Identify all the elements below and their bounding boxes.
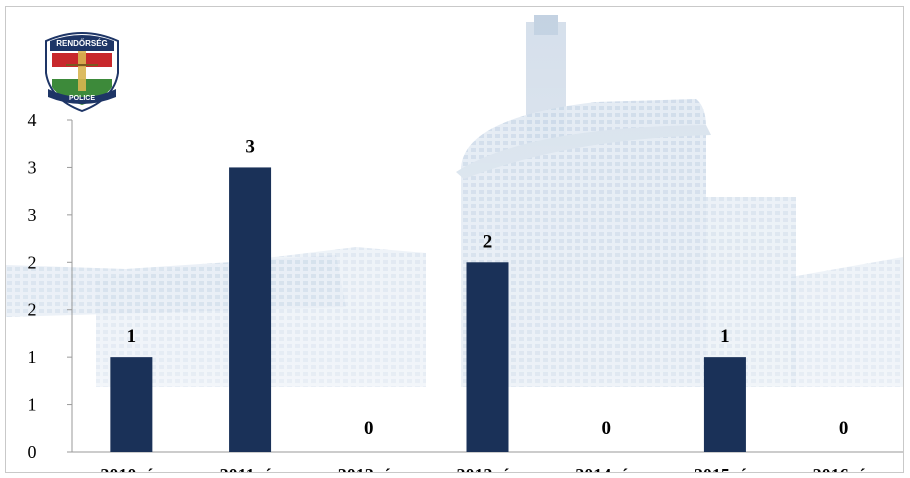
y-tick-label: 3 [28, 157, 37, 177]
y-tick-label: 1 [28, 395, 37, 415]
bar [703, 357, 746, 452]
data-label: 1 [720, 326, 730, 347]
data-label: 0 [601, 418, 611, 439]
y-tick-label: 2 [28, 300, 37, 320]
data-label: 0 [364, 418, 374, 439]
x-tick-label: 2015. év [694, 465, 756, 472]
y-tick-label: 2 [28, 252, 37, 272]
y-tick-label: 4 [28, 110, 37, 130]
logo-top-text: RENDŐRSÉG [56, 39, 108, 48]
police-badge-logo: RENDŐRSÉG POLICE [45, 32, 119, 113]
data-label: 2 [483, 231, 493, 252]
y-tick-label: 1 [28, 347, 37, 367]
x-tick-label: 2012. év [338, 465, 400, 472]
x-tick-label: 2014. év [575, 465, 637, 472]
data-label: 1 [127, 326, 137, 347]
data-label: 3 [245, 136, 255, 157]
bar [110, 357, 153, 452]
background-building-watermark [6, 7, 903, 472]
data-labels: 1 3 0 2 0 1 0 [127, 136, 849, 439]
data-label: 0 [839, 418, 849, 439]
y-tick-label: 0 [28, 442, 37, 462]
y-tick-label: 3 [28, 205, 37, 225]
bar [229, 167, 272, 452]
x-tick-label: 2013. év [457, 465, 519, 472]
bar [466, 262, 509, 452]
bar-series [110, 167, 746, 452]
logo-bottom-text: POLICE [69, 95, 95, 102]
y-axis-ticks: 0 1 1 2 2 3 3 4 [28, 110, 72, 462]
x-tick-label: 2016. év [813, 465, 875, 472]
x-tick-label: 2011. év [220, 465, 281, 472]
